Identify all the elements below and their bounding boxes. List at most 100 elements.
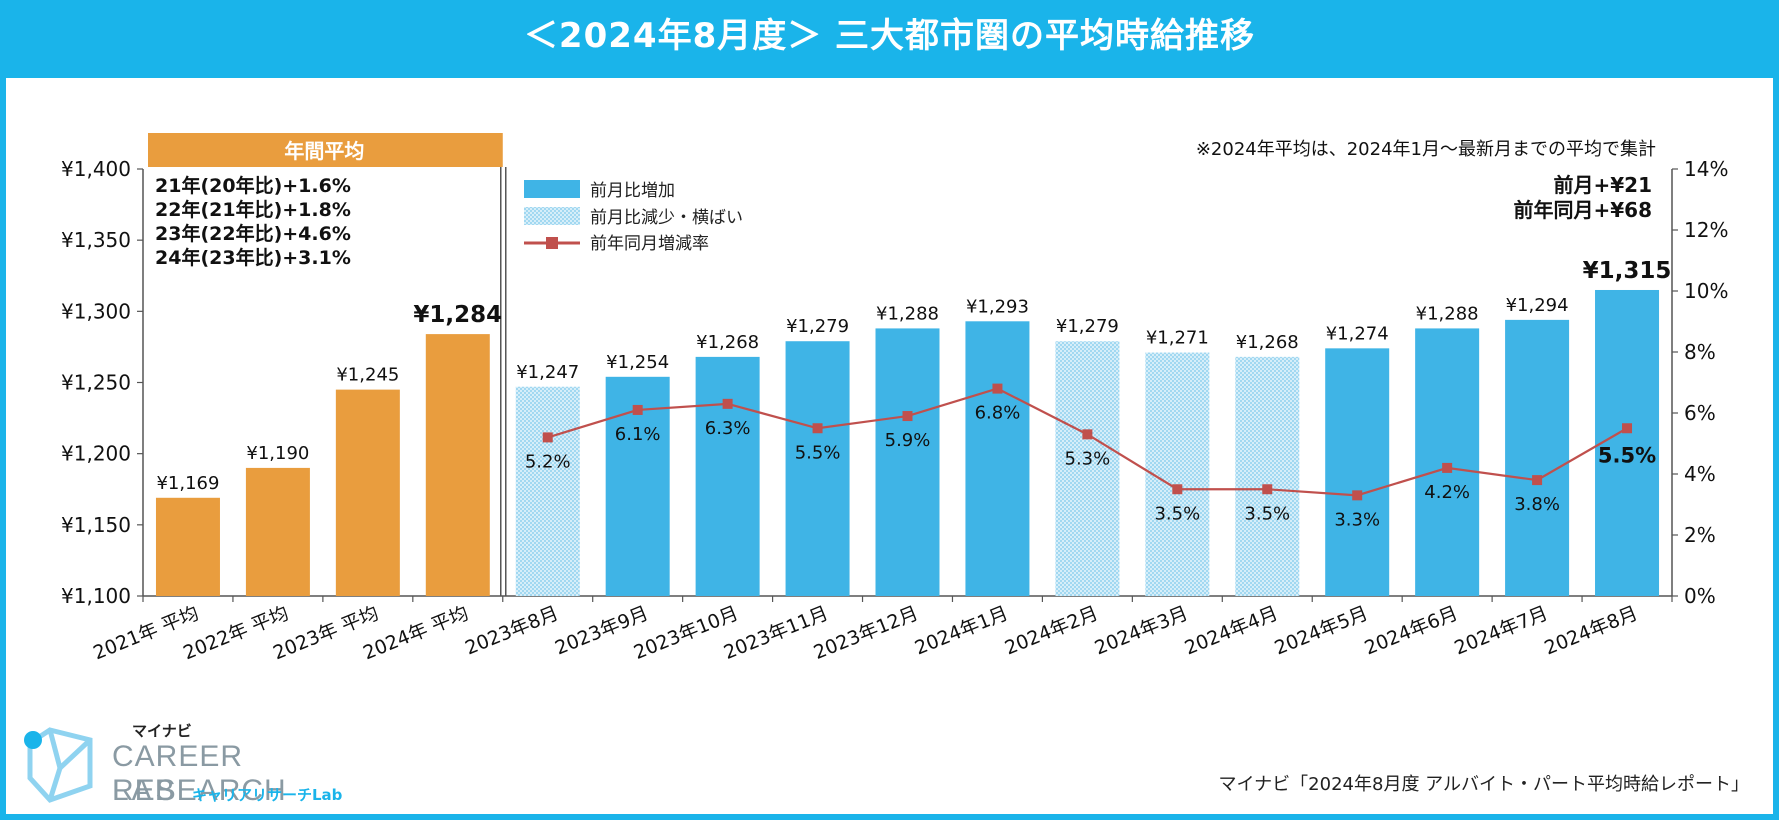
- yoy-label: 4.2%: [1424, 482, 1470, 503]
- yoy-point: [542, 432, 553, 443]
- yoy-point: [812, 423, 823, 434]
- y2-tick-label: 2%: [1684, 523, 1716, 547]
- y-tick-label: ¥1,400: [61, 157, 131, 181]
- x-tick-label: 2024年7月: [1451, 602, 1551, 659]
- y2-tick-label: 0%: [1684, 584, 1716, 608]
- yoy-point: [1082, 429, 1093, 440]
- x-tick-label: 2024年5月: [1272, 602, 1372, 659]
- annual-header-bg: [148, 133, 503, 167]
- x-tick-label: 2024年1月: [912, 602, 1012, 659]
- yoy-point: [1532, 475, 1543, 486]
- bar-value-label: ¥1,190: [246, 443, 309, 464]
- bar-value-label: ¥1,271: [1146, 328, 1209, 349]
- x-tick-label: 2024年6月: [1361, 602, 1461, 659]
- legend-swatch-yoy-marker: [546, 237, 558, 249]
- bar-value-label: ¥1,245: [336, 365, 399, 386]
- y-tick-label: ¥1,150: [61, 513, 131, 537]
- x-tick-label: 2024年8月: [1541, 602, 1641, 659]
- y-tick-label: ¥1,300: [61, 299, 131, 323]
- yoy-label: 5.9%: [885, 430, 931, 451]
- bar-decrease: [515, 386, 580, 596]
- bar-decrease: [1055, 341, 1120, 596]
- bar-value-label: ¥1,294: [1506, 295, 1569, 316]
- yoy-point: [1352, 490, 1363, 501]
- y2-tick-label: 10%: [1684, 279, 1728, 303]
- legend-swatch-decrease: [524, 207, 580, 225]
- bar-value-label: ¥1,279: [786, 316, 849, 337]
- logo-lab-text: LAB: [112, 774, 178, 807]
- bar-value-label: ¥1,268: [696, 332, 759, 353]
- y2-tick-label: 8%: [1684, 340, 1716, 364]
- annual-growth-note: 22年(21年比)+1.8%: [155, 198, 351, 221]
- bar-increase: [965, 321, 1030, 596]
- bar-value-label: ¥1,274: [1326, 323, 1389, 344]
- legend-swatch-increase: [524, 180, 580, 198]
- yoy-point: [632, 404, 643, 415]
- bar-value-label: ¥1,268: [1236, 332, 1299, 353]
- yoy-point: [1172, 484, 1183, 495]
- yoy-point: [992, 383, 1003, 394]
- x-tick-label: 2024年3月: [1092, 602, 1192, 659]
- x-tick-label: 2023年8月: [462, 602, 562, 659]
- summary-change: 前年同月+¥68: [1513, 198, 1652, 222]
- bar-value-label: ¥1,288: [1416, 303, 1479, 324]
- annual-growth-note: 24年(23年比)+3.1%: [155, 246, 351, 269]
- bar-value-label: ¥1,315: [1583, 258, 1672, 284]
- yoy-point: [1262, 484, 1273, 495]
- average-note: ※2024年平均は、2024年1月～最新月までの平均で集計: [1196, 139, 1656, 160]
- annual-growth-note: 23年(22年比)+4.6%: [155, 222, 351, 245]
- legend-label-decrease: 前月比減少・横ばい: [590, 208, 743, 228]
- yoy-point: [722, 398, 733, 409]
- bar-increase: [1415, 328, 1480, 596]
- bar-decrease: [1145, 352, 1210, 596]
- y-tick-label: ¥1,200: [61, 442, 131, 466]
- yoy-point: [1622, 423, 1633, 434]
- yoy-label: 3.5%: [1154, 503, 1200, 524]
- bar-increase: [785, 341, 850, 596]
- bar-value-label: ¥1,254: [606, 352, 669, 373]
- bar-value-label: ¥1,288: [876, 303, 939, 324]
- yoy-point: [1442, 462, 1453, 473]
- yoy-label: 6.1%: [615, 424, 661, 445]
- bar-annual: [155, 497, 220, 596]
- y-tick-label: ¥1,100: [61, 584, 131, 608]
- annual-growth-note: 21年(20年比)+1.6%: [155, 174, 351, 197]
- bar-increase: [1505, 319, 1570, 596]
- bar-value-label: ¥1,293: [966, 296, 1029, 317]
- logo-cube-icon: [24, 727, 93, 803]
- page-title: ＜2024年8月度＞ 三大都市圏の平均時給推移: [0, 0, 1779, 78]
- bar-value-label: ¥1,284: [413, 302, 502, 328]
- y2-tick-label: 4%: [1684, 462, 1716, 486]
- career-research-lab-logo: マイナビ CAREER RESEARCH LAB キャリアリサーチLab: [20, 718, 400, 808]
- x-tick-label: 2023年12月: [811, 602, 922, 664]
- bar-value-label: ¥1,247: [516, 362, 579, 383]
- y2-tick-label: 6%: [1684, 401, 1716, 425]
- bar-increase: [1595, 289, 1660, 596]
- legend-label-yoy: 前年同月増減率: [590, 234, 709, 254]
- bar-annual: [245, 467, 310, 596]
- y-tick-label: ¥1,350: [61, 228, 131, 252]
- x-tick-label: 2024年2月: [1002, 602, 1102, 659]
- bar-decrease: [1235, 356, 1300, 596]
- x-tick-label: 2024年4月: [1182, 602, 1282, 659]
- summary-change: 前月+¥21: [1553, 173, 1652, 197]
- logo-main-text: CAREER RESEARCH: [112, 740, 287, 807]
- bar-value-label: ¥1,169: [156, 473, 219, 494]
- yoy-label: 6.3%: [705, 418, 751, 439]
- yoy-label: 3.8%: [1514, 494, 1560, 515]
- logo-top-text: マイナビ: [132, 722, 192, 740]
- annual-header-label: 年間平均: [284, 139, 364, 163]
- y2-tick-label: 12%: [1684, 218, 1728, 242]
- bar-annual: [425, 334, 490, 596]
- yoy-label: 5.5%: [1598, 443, 1656, 467]
- yoy-label: 5.3%: [1065, 448, 1111, 469]
- source-citation: マイナビ「2024年8月度 アルバイト・パート平均時給レポート」: [1218, 774, 1749, 795]
- yoy-label: 3.5%: [1244, 503, 1290, 524]
- legend-label-increase: 前月比増加: [590, 181, 675, 201]
- yoy-label: 6.8%: [975, 403, 1021, 424]
- yoy-label: 3.3%: [1334, 509, 1380, 530]
- y2-tick-label: 14%: [1684, 157, 1728, 181]
- bar-increase: [1325, 348, 1390, 596]
- bar-value-label: ¥1,279: [1056, 316, 1119, 337]
- yoy-label: 5.2%: [525, 451, 571, 472]
